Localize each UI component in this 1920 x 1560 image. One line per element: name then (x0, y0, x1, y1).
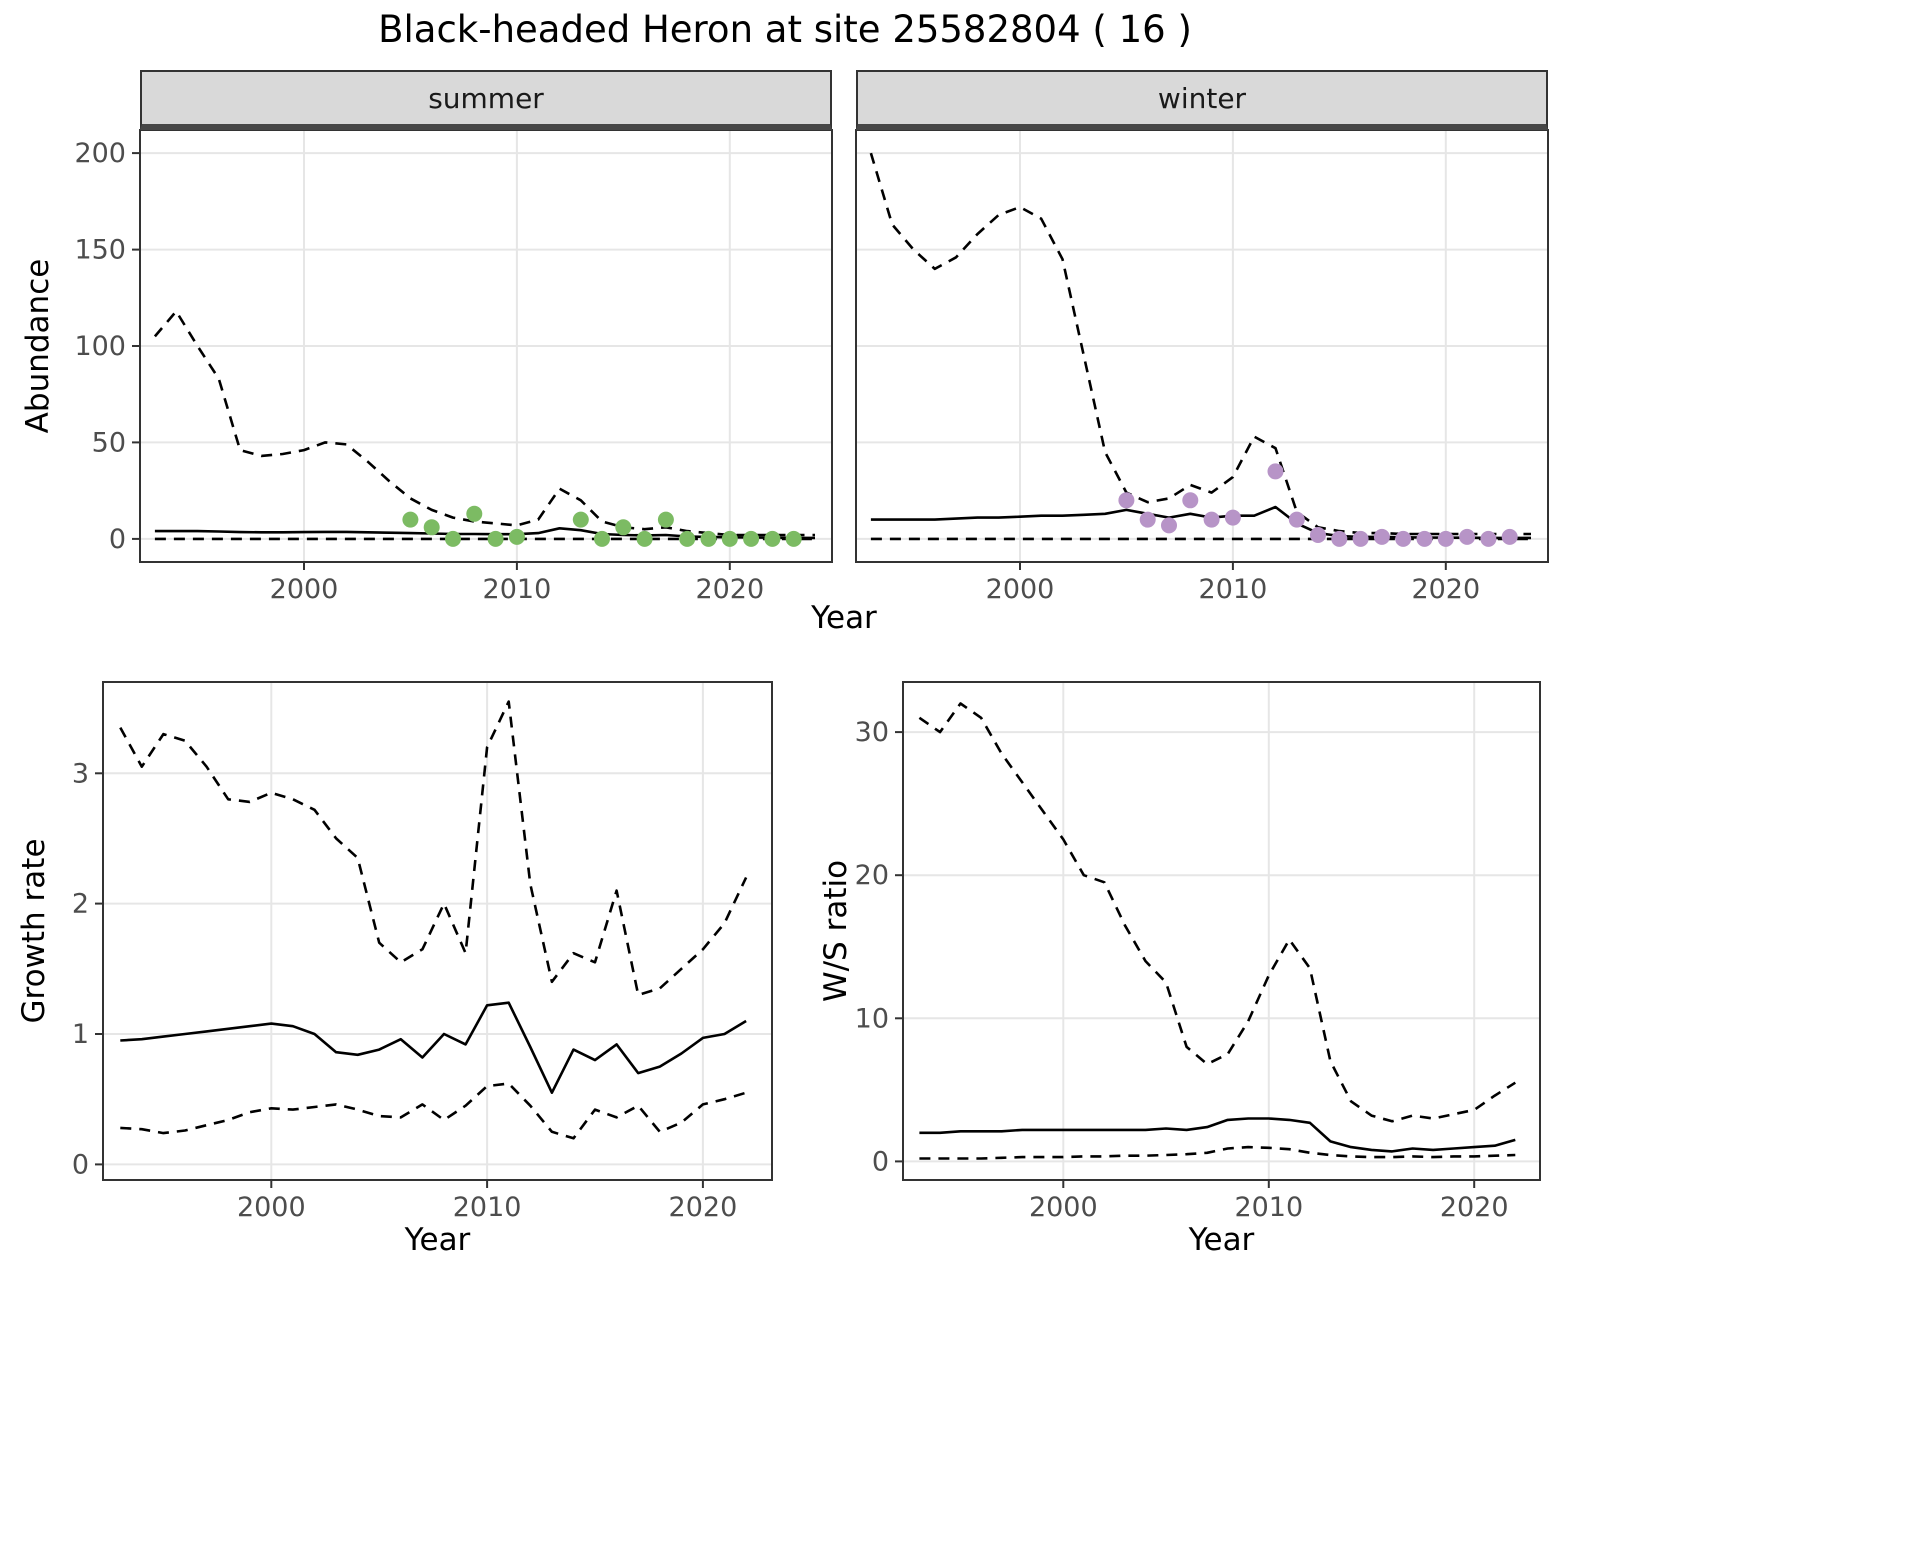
panel-ws-ratio: 2000 2010 2020 0 10 20 30 (855, 681, 1541, 1223)
y-tick-label: 0 (109, 524, 126, 555)
y-tick-label: 0 (872, 1146, 889, 1177)
data-point (1459, 528, 1476, 545)
panel-border (855, 129, 1549, 563)
data-point (1182, 492, 1199, 509)
figure-title: Black-headed Heron at site 25582804 ( 16… (378, 8, 1192, 51)
x-tick-label: 2010 (1199, 574, 1268, 605)
facet-strip-winter-label: winter (1157, 81, 1247, 115)
x-tick-label: 2000 (986, 574, 1055, 605)
x-tick-label: 2020 (1440, 1192, 1509, 1223)
ws-ratio-lower-ci-line (919, 1145, 1516, 1160)
x-tick-label: 2010 (453, 1192, 522, 1223)
data-point (594, 530, 610, 547)
y-tick-label: 1 (72, 1019, 89, 1050)
x-tick-label: 2020 (1411, 574, 1480, 605)
y-tick-label: 0 (72, 1149, 89, 1180)
data-point (785, 530, 802, 547)
data-point (487, 530, 504, 547)
abundance-winter-observed-counts (1118, 463, 1518, 547)
y-tick-label: 150 (74, 235, 126, 266)
y-tick-label: 50 (92, 427, 126, 458)
data-point (572, 511, 589, 528)
data-point (1331, 530, 1348, 547)
panel-abundance-summer: 2000 2010 2020 0 50 100 150 200 (74, 129, 833, 605)
data-point (1118, 492, 1135, 509)
data-point (1416, 530, 1433, 547)
growth-rate-upper-ci-line (119, 700, 748, 997)
data-point (764, 530, 781, 547)
y-tick-label: 10 (855, 1003, 889, 1034)
facet-strip-summer-label: summer (428, 81, 544, 115)
y-tick-label: 100 (74, 331, 126, 362)
x-tick-label: 2000 (237, 1192, 306, 1223)
y-tick-label: 20 (855, 860, 889, 891)
data-point (402, 511, 419, 528)
growth-rate-median-line (120, 1001, 747, 1094)
data-point (1139, 511, 1156, 528)
data-point (1310, 527, 1326, 543)
data-point (1437, 530, 1454, 547)
x-tick-label: 2000 (270, 574, 339, 605)
panel-border (902, 681, 1541, 1181)
data-point (679, 530, 696, 547)
facet-strip-winter: winter (856, 70, 1548, 130)
data-point (1480, 530, 1497, 547)
data-point (615, 519, 632, 536)
abundance-y-axis-title: Abundance (20, 258, 56, 434)
data-point (423, 519, 440, 536)
data-point (636, 530, 653, 547)
data-point (700, 530, 717, 547)
panel-abundance-winter: 2000 2010 2020 (855, 129, 1549, 605)
panel-border (102, 681, 773, 1181)
panel-background (103, 682, 772, 1180)
x-tick-label: 2010 (1234, 1192, 1303, 1223)
panel-background (903, 682, 1540, 1180)
y-tick-label: 3 (72, 758, 89, 789)
x-tick-label: 2020 (695, 574, 764, 605)
data-point (1288, 511, 1305, 528)
data-point (657, 511, 674, 528)
data-point (721, 530, 738, 547)
abundance-winter-upper-ci-line (869, 152, 1531, 536)
data-point (1161, 517, 1177, 534)
ws-ratio-x-axis-title: Year (1188, 1222, 1255, 1258)
data-point (1395, 530, 1412, 547)
data-point (1373, 528, 1390, 545)
data-point (1501, 528, 1518, 545)
growth-rate-x-axis-title: Year (404, 1222, 471, 1258)
data-point (508, 528, 525, 545)
data-point (743, 530, 760, 547)
ws-ratio-y-axis-title: W/S ratio (818, 859, 854, 1003)
y-tick-label: 200 (74, 138, 126, 169)
x-tick-label: 2010 (483, 574, 552, 605)
growth-rate-lower-ci-line (120, 1082, 747, 1140)
growth-rate-y-axis-title: Growth rate (16, 838, 52, 1024)
data-point (445, 530, 461, 547)
ws-ratio-upper-ci-line (918, 702, 1516, 1123)
data-point (1224, 509, 1241, 526)
data-point (1267, 463, 1284, 480)
ws-ratio-median-line (919, 1117, 1516, 1153)
data-point (466, 505, 483, 522)
x-tick-label: 2000 (1029, 1192, 1098, 1223)
x-tick-label: 2020 (669, 1192, 738, 1223)
facet-strip-summer: summer (140, 70, 832, 130)
data-point (1352, 530, 1369, 547)
abundance-x-axis-title: Year (811, 600, 877, 636)
data-point (1203, 511, 1220, 528)
abundance-summer-observed-counts (402, 505, 802, 547)
y-tick-label: 2 (72, 889, 89, 920)
y-tick-label: 30 (855, 717, 889, 748)
panel-growth-rate: 2000 2010 2020 0 1 2 3 (72, 681, 773, 1223)
